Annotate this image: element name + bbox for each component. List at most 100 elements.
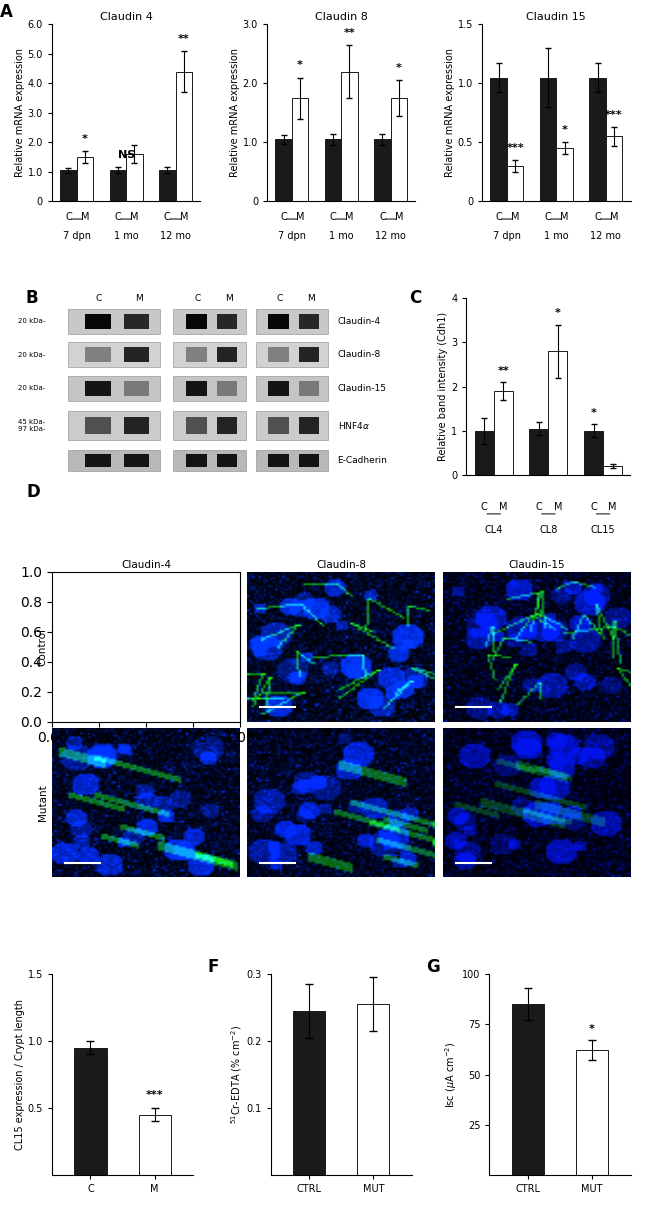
Bar	[126, 154, 142, 202]
Text: M: M	[296, 212, 304, 222]
Bar	[176, 72, 192, 202]
Bar	[174, 450, 246, 471]
Bar	[216, 454, 237, 468]
Bar	[358, 1004, 389, 1175]
Bar	[187, 454, 207, 468]
Bar	[85, 313, 111, 328]
Bar	[85, 454, 111, 468]
Bar	[110, 170, 126, 202]
Text: C: C	[330, 212, 337, 222]
Text: C: C	[194, 295, 200, 304]
Bar	[299, 313, 319, 328]
Text: M: M	[554, 502, 562, 512]
Y-axis label: Mutant: Mutant	[38, 785, 48, 821]
Bar	[268, 381, 289, 395]
Title: Claudin 15: Claudin 15	[526, 12, 586, 22]
Bar	[187, 348, 207, 362]
Text: *: *	[297, 60, 303, 71]
Bar	[159, 170, 176, 202]
Bar	[255, 343, 328, 367]
Text: M: M	[560, 212, 569, 222]
Text: ***: ***	[146, 1091, 163, 1100]
Text: 12 mo: 12 mo	[375, 231, 406, 241]
Text: *: *	[562, 125, 567, 136]
Bar	[576, 1050, 608, 1175]
Text: M: M	[307, 295, 315, 304]
Text: D: D	[26, 483, 40, 502]
Bar	[268, 417, 289, 435]
Bar	[507, 166, 523, 202]
Text: **: **	[344, 28, 356, 38]
Bar	[268, 454, 289, 468]
Text: M: M	[610, 212, 618, 222]
Bar	[512, 1004, 544, 1175]
Text: *: *	[589, 1024, 595, 1034]
Bar	[490, 77, 507, 202]
Bar	[255, 450, 328, 471]
Text: C: C	[164, 212, 171, 222]
Bar	[68, 376, 161, 400]
Bar	[268, 381, 289, 395]
Bar	[299, 417, 319, 435]
Text: C: C	[114, 212, 122, 222]
Bar	[268, 454, 289, 468]
Text: G: G	[426, 958, 439, 976]
Bar	[124, 313, 150, 328]
Bar	[187, 313, 207, 328]
Bar	[216, 348, 237, 362]
Bar	[138, 1115, 171, 1175]
Text: 20 kDa-: 20 kDa-	[18, 351, 46, 357]
Bar	[299, 348, 319, 362]
Bar	[124, 454, 150, 468]
Y-axis label: Relative mRNA expression: Relative mRNA expression	[15, 49, 25, 177]
Text: 1 mo: 1 mo	[544, 231, 569, 241]
Bar	[606, 137, 622, 202]
Bar	[255, 308, 328, 333]
Text: *: *	[396, 64, 402, 73]
Title: Claudin 4: Claudin 4	[99, 12, 153, 22]
Bar	[216, 454, 237, 468]
Text: 12 mo: 12 mo	[160, 231, 191, 241]
Text: 12 mo: 12 mo	[590, 231, 621, 241]
Bar	[293, 1011, 325, 1175]
Text: ***: ***	[506, 143, 524, 153]
Text: M: M	[345, 212, 354, 222]
Bar	[549, 351, 567, 475]
Text: C: C	[481, 502, 488, 512]
Text: 7 dpn: 7 dpn	[493, 231, 521, 241]
Y-axis label: $^{51}$Cr-EDTA (% cm$^{-2}$): $^{51}$Cr-EDTA (% cm$^{-2}$)	[229, 1024, 244, 1124]
Bar	[391, 98, 407, 202]
Text: C: C	[536, 502, 542, 512]
Bar	[299, 454, 319, 468]
Title: Claudin 8: Claudin 8	[315, 12, 368, 22]
Text: C: C	[590, 502, 597, 512]
Text: M: M	[225, 295, 233, 304]
Text: *: *	[82, 135, 88, 144]
Y-axis label: Isc ($\mu$A cm$^{-2}$): Isc ($\mu$A cm$^{-2}$)	[443, 1042, 459, 1108]
Text: F: F	[207, 958, 218, 976]
Bar	[216, 348, 237, 362]
Bar	[474, 431, 494, 475]
Text: 7 dpn: 7 dpn	[62, 231, 91, 241]
Bar	[85, 454, 111, 468]
Bar	[216, 313, 237, 328]
Bar	[85, 381, 111, 395]
Text: M: M	[81, 212, 89, 222]
Text: 20 kDa-: 20 kDa-	[18, 386, 46, 392]
Text: Claudin-4: Claudin-4	[337, 317, 381, 326]
Text: **: **	[497, 366, 509, 376]
Title: Claudin-15: Claudin-15	[508, 559, 565, 569]
Bar	[292, 98, 308, 202]
Bar	[174, 343, 246, 367]
Bar	[216, 417, 237, 435]
Bar	[255, 411, 328, 439]
Bar	[174, 376, 246, 400]
Text: A: A	[0, 4, 13, 21]
Text: B: B	[26, 289, 38, 307]
Text: M: M	[130, 212, 138, 222]
Text: M: M	[135, 295, 143, 304]
Bar	[276, 140, 292, 202]
Bar	[268, 348, 289, 362]
Text: M: M	[499, 502, 508, 512]
Bar	[68, 411, 161, 439]
